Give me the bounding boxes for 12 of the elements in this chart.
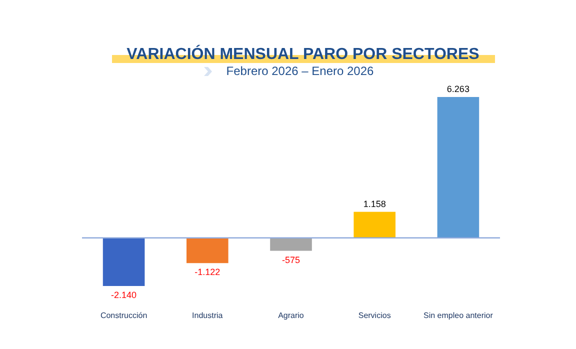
chart-title: VARIACIÓN MENSUAL PARO POR SECTORES xyxy=(126,44,480,63)
data-label: -575 xyxy=(282,254,300,265)
data-label: 1.158 xyxy=(363,198,386,209)
x-tick-label: Sin empleo anterior xyxy=(424,311,494,320)
data-label: 6.263 xyxy=(446,84,470,94)
x-tick-label: Construcción xyxy=(100,311,148,320)
x-tick-label: Servicios xyxy=(358,311,391,320)
x-tick-label: Agrario xyxy=(278,311,304,320)
x-tick-label: Industria xyxy=(192,311,224,320)
data-label: -1.122 xyxy=(194,267,220,278)
chart-subtitle: Febrero 2026 – Enero 2026 xyxy=(226,64,374,78)
data-label: -2.140 xyxy=(111,290,137,300)
